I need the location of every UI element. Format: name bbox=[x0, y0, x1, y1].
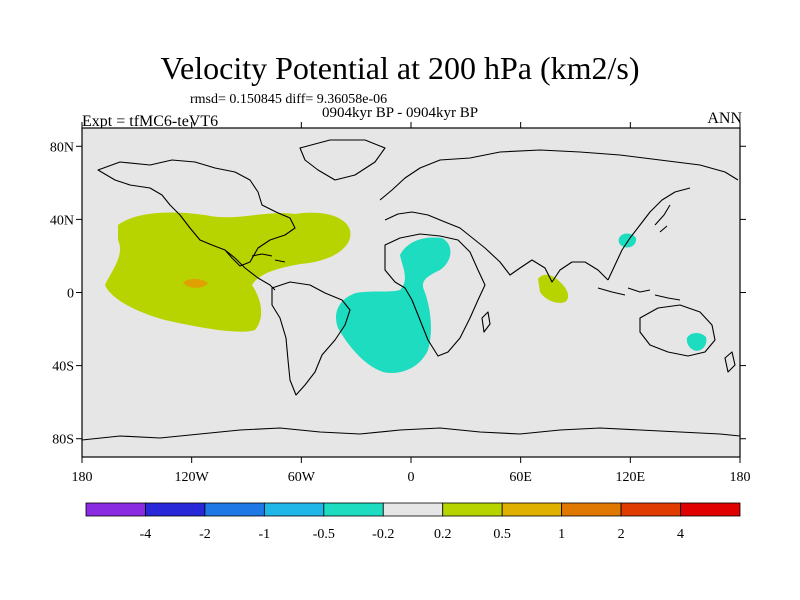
negative-anomaly-australia bbox=[686, 332, 707, 351]
colorbar-swatch bbox=[501, 502, 563, 517]
colorbar-swatch bbox=[561, 502, 622, 517]
lat-label: 80N bbox=[50, 140, 74, 155]
colorbar-swatch bbox=[382, 502, 444, 517]
coastlines bbox=[82, 139, 740, 441]
colorbar-label: 1 bbox=[558, 527, 565, 542]
lon-label: 180 bbox=[730, 470, 751, 485]
colorbar-swatch bbox=[620, 502, 681, 517]
lon-label: 60E bbox=[509, 470, 532, 485]
colorbar-swatch bbox=[145, 502, 206, 517]
negative-anomaly-atlantic bbox=[336, 237, 451, 374]
colorbar-swatch bbox=[680, 502, 741, 517]
longitude-axis: 180 120W 60W 0 60E 120E 180 bbox=[72, 122, 751, 485]
lon-label: 0 bbox=[408, 470, 415, 485]
colorbar-label: -0.2 bbox=[372, 527, 394, 542]
colorbar-swatch bbox=[442, 502, 503, 517]
season-label: ANN bbox=[707, 110, 742, 127]
colorbar-label: 4 bbox=[677, 527, 684, 542]
lon-label: 180 bbox=[72, 470, 93, 485]
colorbar-label: 2 bbox=[618, 527, 625, 542]
colorbar-label: -4 bbox=[140, 527, 152, 542]
lat-label: 0 bbox=[67, 287, 74, 302]
lon-label: 60W bbox=[288, 470, 316, 485]
lat-label: 40S bbox=[52, 360, 74, 375]
colorbar-label: 0.2 bbox=[434, 527, 452, 542]
period-label: 0904kyr BP - 0904kyr BP bbox=[322, 105, 479, 121]
lat-label: 80S bbox=[52, 433, 74, 448]
lon-label: 120E bbox=[616, 470, 646, 485]
lat-label: 40N bbox=[50, 213, 74, 228]
lon-label: 120W bbox=[175, 470, 210, 485]
stats-label: rmsd= 0.150845 diff= 9.36058e-06 bbox=[190, 92, 388, 107]
positive-anomaly-indian-ocean bbox=[538, 274, 569, 303]
colorbar-swatch bbox=[323, 502, 384, 517]
negative-anomaly-east-asia bbox=[618, 233, 637, 248]
colorbar-label: 0.5 bbox=[493, 527, 511, 542]
positive-anomaly-pacific-atlantic bbox=[105, 212, 351, 332]
experiment-label: Expt = tfMC6-teVT6 bbox=[82, 113, 219, 130]
map-title: Velocity Potential at 200 hPa (km2/s) bbox=[160, 50, 640, 86]
colorbar-label: -0.5 bbox=[313, 527, 335, 542]
colorbar-label: -1 bbox=[259, 527, 271, 542]
colorbar-swatch bbox=[263, 502, 325, 517]
colorbar: -4 -2 -1 -0.5 -0.2 0.2 0.5 1 2 4 bbox=[85, 502, 741, 542]
colorbar-swatch bbox=[85, 502, 146, 517]
colorbar-label: -2 bbox=[199, 527, 211, 542]
colorbar-swatch bbox=[204, 502, 265, 517]
latitude-axis: 80N 40N 0 40S 80S bbox=[50, 140, 746, 448]
positive-anomaly-east-pacific-core bbox=[183, 278, 208, 288]
